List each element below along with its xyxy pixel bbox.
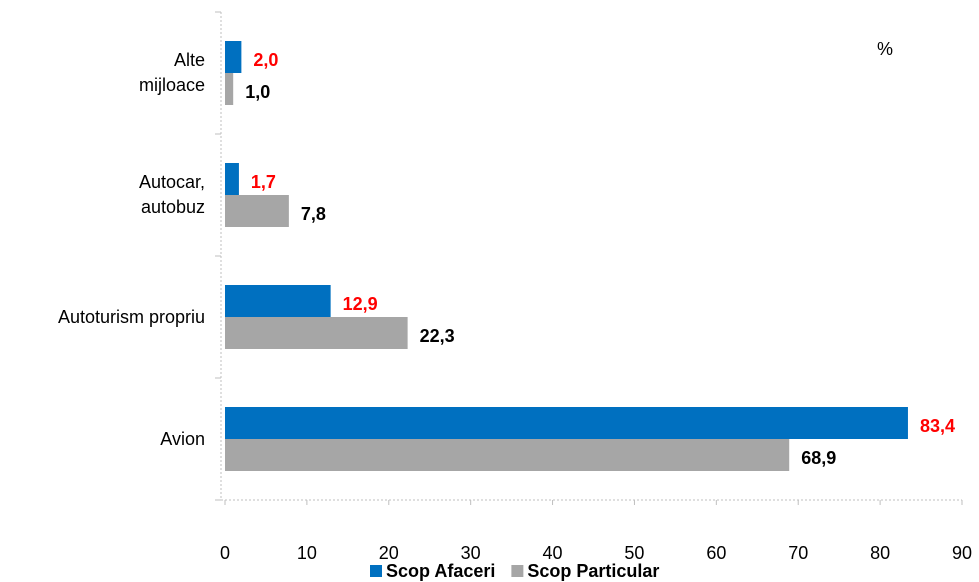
x-tick-label: 80 [870, 543, 890, 563]
bar [225, 73, 234, 105]
bar [225, 195, 289, 227]
value-label: 12,9 [343, 294, 378, 314]
value-label: 83,4 [920, 416, 955, 436]
x-tick-label: 10 [297, 543, 317, 563]
value-label: 68,9 [801, 448, 836, 468]
value-label: 7,8 [301, 204, 326, 224]
bar [225, 317, 408, 349]
legend-label: Scop Afaceri [386, 561, 495, 581]
y-tick-label: Avion [160, 428, 205, 449]
bar [225, 163, 239, 195]
y-tick-label: Autocar, autobuz [138, 172, 205, 217]
x-tick-label: 20 [379, 543, 399, 563]
legend-swatch [370, 565, 382, 577]
y-tick-label: Autoturism propriu [57, 306, 205, 327]
x-tick-label: 90 [952, 543, 972, 563]
x-tick-label: 0 [220, 543, 230, 563]
bar [225, 407, 908, 439]
bar [225, 285, 331, 317]
x-tick-label: 40 [543, 543, 563, 563]
value-label: 1,7 [251, 172, 276, 192]
bar [225, 439, 790, 471]
legend-swatch [511, 565, 524, 577]
x-tick-label: 60 [706, 543, 726, 563]
y-tick-label: Alte mijloace [138, 50, 205, 95]
value-label: 1,0 [245, 82, 270, 102]
x-tick-label: 50 [624, 543, 644, 563]
value-label: 22,3 [420, 326, 455, 346]
x-tick-label: 70 [788, 543, 808, 563]
x-tick-label: 30 [461, 543, 481, 563]
bar [225, 41, 242, 73]
unit-annotation: % [877, 39, 893, 59]
value-label: 2,0 [253, 50, 278, 70]
legend-label: Scop Particular [527, 561, 659, 581]
